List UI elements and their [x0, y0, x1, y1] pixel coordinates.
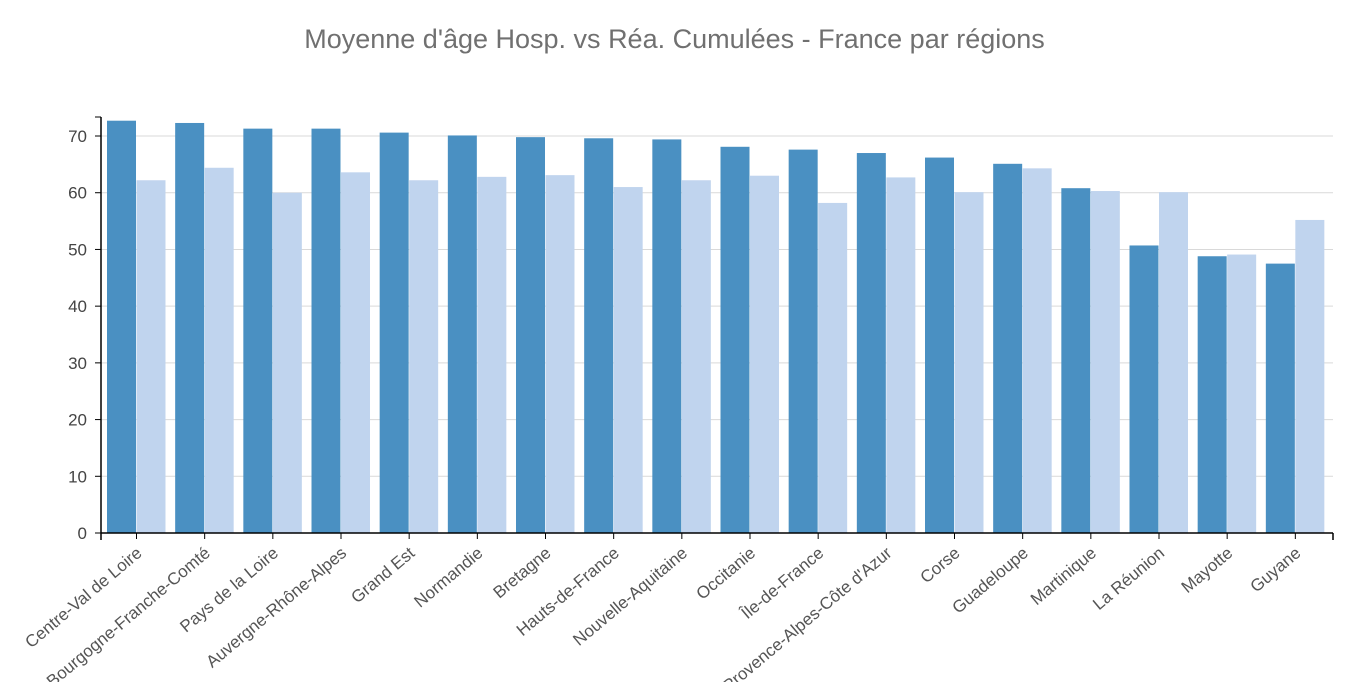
y-tick-label: 10: [68, 467, 87, 486]
bar: [204, 167, 234, 534]
bar: [1265, 263, 1295, 533]
bar: [272, 192, 302, 534]
x-tick-label: Corse: [917, 543, 964, 587]
x-tick-label: La Réunion: [1089, 543, 1168, 613]
bar: [175, 122, 205, 534]
bar: [545, 175, 575, 533]
bar: [652, 139, 682, 533]
bar: [311, 128, 341, 533]
y-tick-label: 0: [78, 524, 87, 543]
bar: [1295, 219, 1325, 534]
bar: [1061, 188, 1091, 534]
bar: [788, 149, 818, 533]
bar: [1197, 256, 1227, 533]
y-tick-label: 50: [68, 240, 87, 259]
bar: [516, 137, 545, 533]
bar: [341, 172, 370, 534]
bar: [856, 153, 886, 533]
bar: [409, 180, 439, 533]
bar: [1159, 192, 1188, 533]
bar: [447, 135, 477, 533]
bar: [1129, 245, 1159, 533]
y-tick-label: 60: [68, 184, 87, 203]
x-tick-label: Guyane: [1247, 543, 1305, 596]
x-tick-label: Guadeloupe: [949, 543, 1032, 617]
x-tick-label: Normandie: [411, 543, 487, 611]
bar: [136, 180, 166, 533]
bars: [107, 120, 1325, 534]
x-tick-label: Occitanie: [693, 543, 760, 603]
x-tick-label: Bretagne: [490, 543, 555, 602]
grid-lines: [101, 135, 1333, 477]
chart-title: Moyenne d'âge Hosp. vs Réa. Cumulées - F…: [304, 24, 1045, 54]
bar: [993, 163, 1023, 533]
bar: [1022, 168, 1052, 533]
bar: [1090, 191, 1120, 533]
bar: [243, 128, 273, 533]
x-tick-label: Centre-Val de Loire: [21, 543, 145, 652]
x-tick-label: Nouvelle-Aquitaine: [569, 543, 691, 649]
bar: [925, 157, 954, 533]
bar: [107, 120, 136, 534]
y-tick-label: 20: [68, 411, 87, 430]
y-tick-label: 40: [68, 297, 87, 316]
bar: [379, 132, 409, 533]
bar: [681, 180, 711, 533]
bar: [477, 176, 507, 534]
bar: [613, 187, 643, 533]
bar: [584, 138, 614, 533]
y-tick-label: 30: [68, 354, 87, 373]
bar: [720, 146, 750, 533]
bar: [750, 175, 779, 533]
y-tick-label: 70: [68, 127, 87, 146]
bar: [886, 177, 916, 533]
bar: [1227, 254, 1257, 533]
x-tick-label: Mayotte: [1178, 543, 1237, 596]
bar: [954, 192, 984, 533]
axes: [95, 116, 1334, 540]
bar: [818, 202, 848, 533]
x-tick-label: Grand Est: [347, 543, 418, 607]
